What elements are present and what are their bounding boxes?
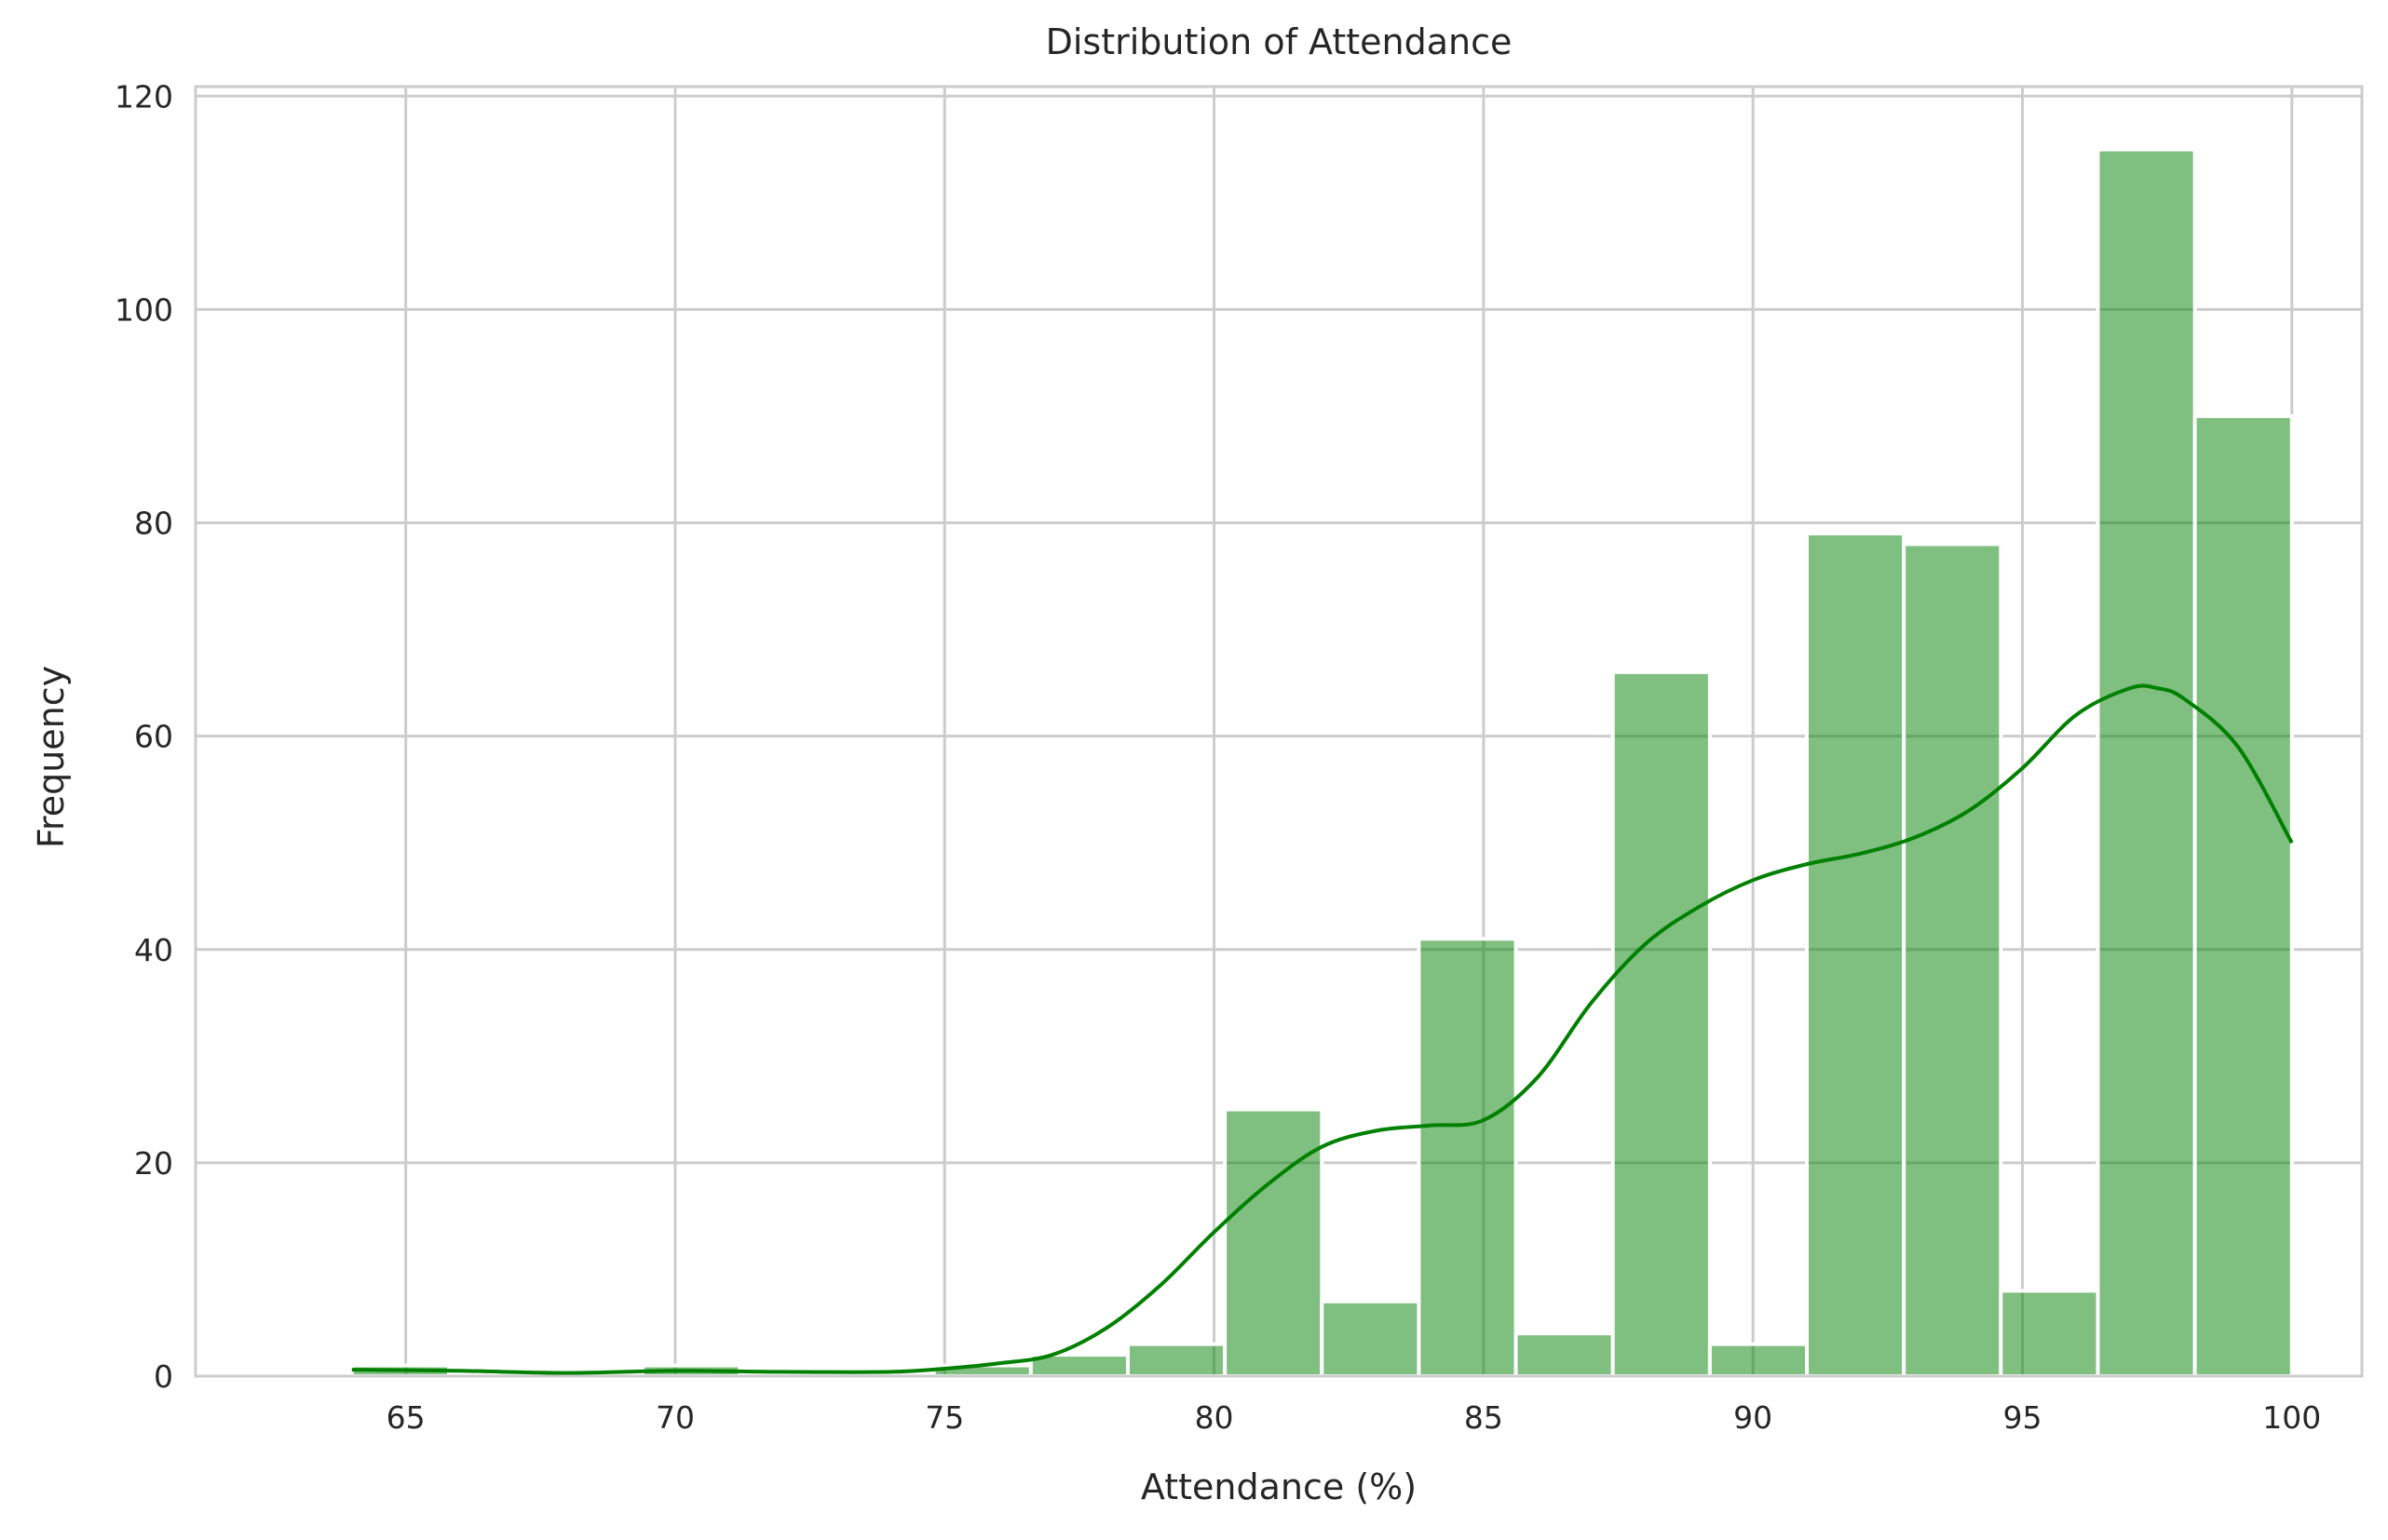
histogram-bar bbox=[1417, 937, 1518, 1379]
x-tick-label: 65 bbox=[387, 1399, 426, 1436]
y-tick-label: 80 bbox=[134, 506, 173, 542]
y-tick-label: 120 bbox=[115, 78, 173, 115]
y-axis-label: Frequency bbox=[31, 666, 72, 848]
histogram-bar bbox=[1610, 669, 1712, 1378]
x-tick-label: 75 bbox=[925, 1399, 964, 1436]
y-tick-label: 60 bbox=[134, 719, 173, 755]
x-tick-label: 90 bbox=[1733, 1399, 1772, 1436]
x-axis-ticks: 65 70 75 80 85 90 95 100 bbox=[387, 1399, 2322, 1436]
y-tick-label: 20 bbox=[134, 1145, 173, 1182]
histogram-bar bbox=[1223, 1107, 1324, 1379]
histogram-bar bbox=[2096, 147, 2197, 1379]
x-tick-label: 100 bbox=[2262, 1399, 2321, 1436]
x-axis-label: Attendance (%) bbox=[1141, 1466, 1417, 1507]
y-axis-ticks: 0 20 40 60 80 100 120 bbox=[115, 78, 173, 1395]
chart-title: Distribution of Attendance bbox=[1046, 21, 1513, 62]
histogram-bar bbox=[1805, 531, 1906, 1378]
y-tick-label: 40 bbox=[134, 932, 173, 968]
x-tick-label: 80 bbox=[1195, 1399, 1234, 1436]
x-tick-label: 95 bbox=[2002, 1399, 2042, 1436]
histogram-bar bbox=[1513, 1331, 1615, 1378]
y-tick-label: 100 bbox=[115, 291, 173, 328]
histogram-bar bbox=[1125, 1342, 1228, 1379]
x-tick-label: 70 bbox=[656, 1399, 695, 1436]
kde-curve bbox=[351, 683, 2294, 1375]
y-tick-label: 0 bbox=[154, 1358, 173, 1395]
histogram-bar bbox=[1902, 542, 2003, 1378]
histogram-bar bbox=[1707, 1342, 1810, 1379]
histogram-bar bbox=[1320, 1299, 1421, 1379]
histogram-bars bbox=[349, 147, 2294, 1379]
histogram-bar bbox=[2192, 413, 2294, 1378]
axes-frame bbox=[194, 85, 2364, 1378]
x-tick-label: 85 bbox=[1464, 1399, 1503, 1436]
histogram-bar bbox=[1999, 1289, 2100, 1378]
